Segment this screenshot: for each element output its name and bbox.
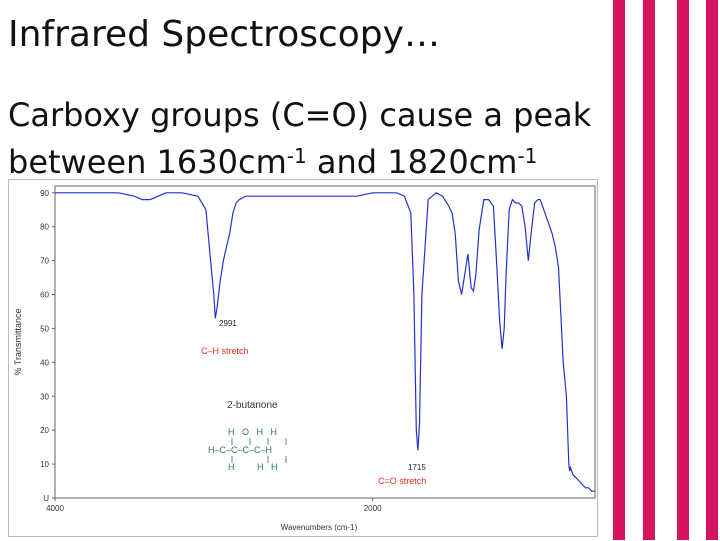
superscript-b: -1 bbox=[517, 144, 538, 168]
peak1-wavenumber: 2991 bbox=[219, 319, 237, 328]
y-tick-label: 80 bbox=[40, 223, 49, 232]
body-line-2: between 1630cm-1 and 1820cm-1 bbox=[8, 139, 591, 186]
y-tick-label: 20 bbox=[40, 426, 49, 435]
structure-row-5: H H H bbox=[228, 462, 278, 472]
slide-title: Infrared Spectroscopy… bbox=[8, 14, 440, 55]
accent-stripe-2 bbox=[643, 0, 655, 540]
plot-area bbox=[54, 185, 596, 499]
peak2-label: C=O stretch bbox=[378, 476, 426, 486]
structure-row-1: H O H H bbox=[228, 427, 277, 437]
peak2-wavenumber: 1715 bbox=[408, 463, 426, 472]
structure-diagram: H O H H H–C–C–C–C–H H H H bbox=[208, 427, 287, 472]
y-tick-label: 40 bbox=[40, 358, 49, 367]
compound-name: 2-butanone bbox=[227, 400, 278, 411]
peak1-label: C–H stretch bbox=[201, 346, 249, 356]
superscript-a: -1 bbox=[286, 144, 307, 168]
structure-bonds bbox=[231, 438, 287, 463]
y-tick-label: U bbox=[43, 494, 49, 503]
body-text-a: between 1630cm bbox=[8, 143, 287, 181]
y-tick-label: 30 bbox=[40, 392, 49, 401]
x-tick-label: 4000 bbox=[46, 504, 64, 513]
accent-stripe-3 bbox=[677, 0, 689, 540]
accent-stripe-4 bbox=[706, 0, 718, 540]
x-tick-label: 2000 bbox=[364, 504, 382, 513]
body-line-1: Carboxy groups (C=O) cause a peak bbox=[8, 96, 592, 134]
x-axis-label: Wavenumbers (cm-1) bbox=[281, 523, 358, 532]
spectrum-svg: 90 80 70 60 50 40 30 20 10 U 4000 2000 % Transmitt… bbox=[13, 185, 596, 532]
y-tick-label: 90 bbox=[40, 189, 49, 198]
series-line bbox=[55, 192, 595, 492]
y-axis-label: % Transmittance bbox=[13, 308, 23, 375]
y-tick-label: 60 bbox=[40, 291, 49, 300]
accent-stripe-1 bbox=[613, 0, 625, 540]
y-tick-label: 70 bbox=[40, 257, 49, 266]
y-tick-label: 10 bbox=[40, 460, 49, 469]
structure-row-3: H–C–C–C–C–H bbox=[208, 445, 272, 455]
x-ticks: 4000 2000 bbox=[46, 498, 382, 513]
y-tick-label: 50 bbox=[40, 324, 49, 333]
slide-body: Carboxy groups (C=O) cause a peak betwee… bbox=[8, 92, 591, 186]
body-text-b: and 1820cm bbox=[306, 143, 518, 181]
y-ticks: 90 80 70 60 50 40 30 20 10 U bbox=[40, 189, 55, 503]
ir-spectrum-chart: 90 80 70 60 50 40 30 20 10 U 4000 2000 % Transmitt… bbox=[8, 179, 598, 537]
